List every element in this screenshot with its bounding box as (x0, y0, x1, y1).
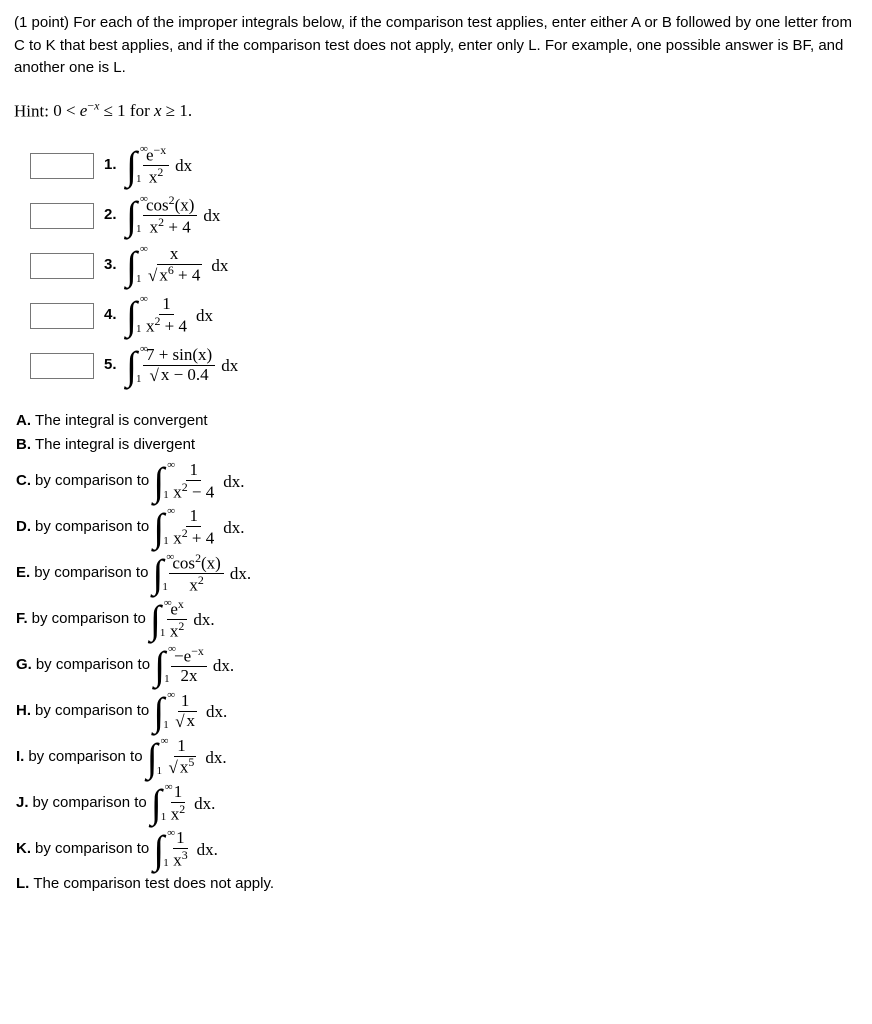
answer-input-2[interactable] (30, 203, 94, 229)
questions-block: 1. ∫∞1 e−xx2 dx 2. ∫∞1 cos2(x)x2 + 4 dx … (30, 142, 858, 390)
problem-intro: (1 point) For each of the improper integ… (14, 12, 858, 80)
answer-input-1[interactable] (30, 153, 94, 179)
integral-I: ∫∞1 1x5 dx. (147, 737, 227, 778)
option-A: A. The integral is convergent (16, 410, 858, 433)
integral-E: ∫∞1 cos2(x)x2 dx. (152, 552, 251, 596)
integral-J: ∫∞1 1x2 dx. (151, 783, 216, 824)
option-K: K. by comparison to ∫∞1 1x3 dx. (16, 827, 858, 873)
question-number: 1. (104, 154, 126, 177)
integral-4: ∫∞1 1x2 + 4 dx (126, 295, 213, 336)
answer-input-5[interactable] (30, 353, 94, 379)
question-number: 4. (104, 304, 126, 327)
hint-line: Hint: 0 < e−x ≤ 1 for x ≥ 1. (14, 98, 858, 124)
option-B: B. The integral is divergent (16, 434, 858, 457)
question-number: 5. (104, 354, 126, 377)
question-number: 2. (104, 204, 126, 227)
question-row-1: 1. ∫∞1 e−xx2 dx (30, 142, 858, 190)
question-row-5: 5. ∫∞1 7 + sin(x)x − 0.4 dx (30, 342, 858, 390)
integral-C: ∫∞1 1x2 − 4 dx. (153, 461, 244, 502)
question-row-2: 2. ∫∞1 cos2(x)x2 + 4 dx (30, 192, 858, 240)
question-row-3: 3. ∫∞1 xx6 + 4 dx (30, 242, 858, 290)
question-row-4: 4. ∫∞1 1x2 + 4 dx (30, 292, 858, 340)
answer-input-3[interactable] (30, 253, 94, 279)
option-C: C. by comparison to ∫∞1 1x2 − 4 dx. (16, 459, 858, 505)
hint-prefix: Hint: (14, 101, 53, 120)
integral-3: ∫∞1 xx6 + 4 dx (126, 245, 228, 286)
option-F: F. by comparison to ∫∞1 exx2 dx. (16, 597, 858, 643)
integral-F: ∫∞1 exx2 dx. (150, 598, 215, 642)
option-H: H. by comparison to ∫∞1 1x dx. (16, 689, 858, 735)
answer-input-4[interactable] (30, 303, 94, 329)
integral-2: ∫∞1 cos2(x)x2 + 4 dx (126, 194, 220, 238)
option-L: L. The comparison test does not apply. (16, 873, 858, 896)
option-J: J. by comparison to ∫∞1 1x2 dx. (16, 781, 858, 827)
option-D: D. by comparison to ∫∞1 1x2 + 4 dx. (16, 505, 858, 551)
integral-1: ∫∞1 e−xx2 dx (126, 144, 192, 188)
options-block: A. The integral is convergent B. The int… (16, 410, 858, 896)
integral-D: ∫∞1 1x2 + 4 dx. (153, 507, 244, 548)
integral-G: ∫∞1 −e−x2x dx. (154, 645, 234, 686)
hint-math: 0 < e−x ≤ 1 for x ≥ 1. (53, 101, 192, 120)
question-number: 3. (104, 254, 126, 277)
option-E: E. by comparison to ∫∞1 cos2(x)x2 dx. (16, 551, 858, 597)
integral-5: ∫∞1 7 + sin(x)x − 0.4 dx (126, 346, 238, 385)
integral-K: ∫∞1 1x3 dx. (153, 829, 218, 870)
option-G: G. by comparison to ∫∞1 −e−x2x dx. (16, 643, 858, 689)
integral-H: ∫∞1 1x dx. (153, 692, 227, 731)
option-I: I. by comparison to ∫∞1 1x5 dx. (16, 735, 858, 781)
